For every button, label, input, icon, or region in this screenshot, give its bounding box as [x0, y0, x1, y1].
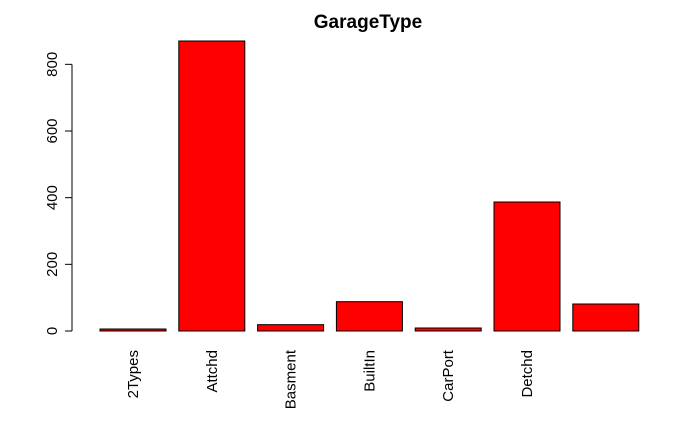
x-tick-label: CarPort: [440, 349, 457, 402]
bar: [414, 327, 482, 332]
bar: [178, 40, 246, 332]
y-tick-label: 400: [44, 185, 61, 210]
x-tick-label: 2Types: [125, 350, 142, 398]
x-tick-label: BuiltIn: [361, 350, 378, 392]
bar: [99, 328, 167, 332]
x-axis-labels: 2Types Attchd Basment BuiltIn CarPort Detchd: [125, 349, 536, 409]
x-tick-label: Basment: [283, 349, 300, 409]
bar: [493, 201, 561, 332]
bars: [99, 40, 640, 332]
x-tick-label: Attchd: [204, 350, 221, 393]
y-tick-label: 0: [44, 327, 61, 335]
chart-title: GarageType: [314, 12, 422, 33]
bar: [257, 324, 325, 332]
y-tick-label: 200: [44, 252, 61, 277]
y-axis: 0 200 400 600 800: [44, 52, 73, 335]
bar: [335, 301, 403, 332]
y-tick-label: 600: [44, 118, 61, 143]
bar: [572, 303, 640, 332]
y-tick-label: 800: [44, 52, 61, 77]
x-tick-label: Detchd: [519, 350, 536, 398]
